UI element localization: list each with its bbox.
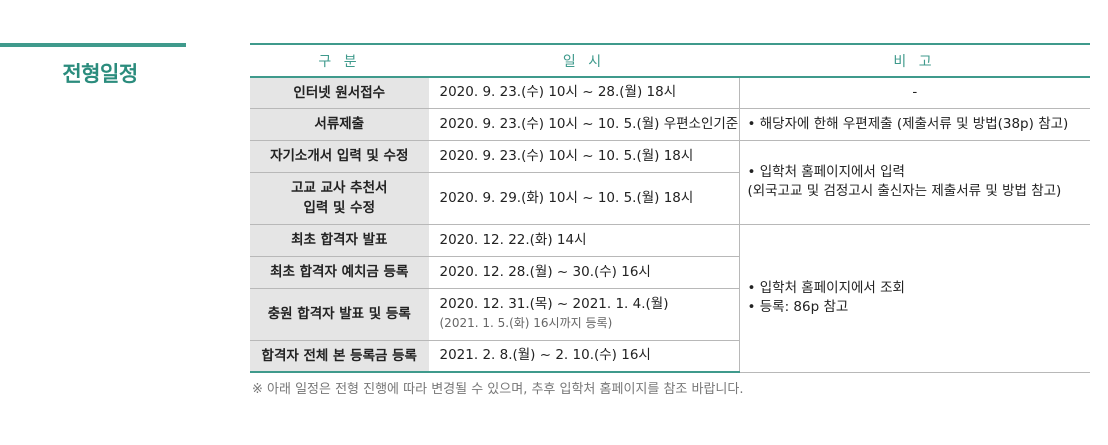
row-note: • 해당자에 한해 우편제출 (제출서류 및 방법(38p) 참고) [739, 108, 1090, 141]
note-line: • 등록: 86p 참고 [747, 299, 849, 315]
header-note: 비 고 [739, 43, 1090, 78]
table-row: 충원 합격자 발표 및 등록 2020. 12. 31.(목) ~ 2021. … [250, 288, 1090, 341]
row-date: 2020. 9. 23.(수) 10시 ~ 28.(월) 18시 [429, 77, 740, 109]
row-date: 2020. 12. 31.(목) ~ 2021. 1. 4.(월) (2021.… [429, 288, 740, 341]
row-date: 2020. 9. 23.(수) 10시 ~ 10. 5.(월) 18시 [429, 140, 740, 173]
row-date-sub: (2021. 1. 5.(화) 16시까지 등록) [439, 316, 613, 330]
section-title: 전형일정 [62, 62, 138, 86]
table-row: 최초 합격자 예치금 등록 2020. 12. 28.(월) ~ 30.(수) … [250, 256, 1090, 289]
table-header-row: 구 분 일 시 비 고 [250, 43, 1090, 78]
schedule-table: 구 분 일 시 비 고 인터넷 원서접수 2020. 9. 23.(수) 10시… [250, 43, 1090, 373]
table-row: 최초 합격자 발표 2020. 12. 22.(화) 14시 • 입학처 홈페이… [250, 224, 1090, 373]
row-date-main: 2020. 12. 31.(목) ~ 2021. 1. 4.(월) [439, 296, 669, 312]
row-note: • 입학처 홈페이지에서 조회 • 등록: 86p 참고 [739, 224, 1090, 373]
row-note: • 입학처 홈페이지에서 입력 (외국고교 및 검정고시 출신자는 제출서류 및… [739, 140, 1090, 225]
footnote: ※ 아래 일정은 전형 진행에 따라 변경될 수 있으며, 추후 입학처 홈페이… [252, 382, 744, 397]
table-row: 자기소개서 입력 및 수정 2020. 9. 23.(수) 10시 ~ 10. … [250, 140, 1090, 225]
row-note: - [739, 77, 1090, 109]
row-date: 2020. 9. 23.(수) 10시 ~ 10. 5.(월) 우편소인기준 [429, 108, 740, 141]
row-date: 2020. 12. 28.(월) ~ 30.(수) 16시 [429, 256, 740, 289]
row-label-line: 고교 교사 추천서 [291, 180, 388, 196]
row-label: 최초 합격자 발표 [250, 224, 430, 257]
table-row: 합격자 전체 본 등록금 등록 2021. 2. 8.(월) ~ 2. 10.(… [250, 340, 1090, 373]
header-date: 일 시 [429, 43, 739, 78]
row-date: 2021. 2. 8.(월) ~ 2. 10.(수) 16시 [429, 340, 740, 373]
table-row: 인터넷 원서접수 2020. 9. 23.(수) 10시 ~ 28.(월) 18… [250, 77, 1090, 109]
table-row: 서류제출 2020. 9. 23.(수) 10시 ~ 10. 5.(월) 우편소… [250, 108, 1090, 141]
row-label: 충원 합격자 발표 및 등록 [250, 288, 430, 341]
note-line: (외국고교 및 검정고시 출신자는 제출서류 및 방법 참고) [747, 183, 1062, 199]
row-label: 합격자 전체 본 등록금 등록 [250, 340, 430, 373]
row-date: 2020. 9. 29.(화) 10시 ~ 10. 5.(월) 18시 [429, 172, 740, 225]
table-row: 고교 교사 추천서 입력 및 수정 2020. 9. 29.(화) 10시 ~ … [250, 172, 1090, 225]
row-label: 고교 교사 추천서 입력 및 수정 [250, 172, 430, 225]
row-label: 인터넷 원서접수 [250, 77, 430, 109]
row-label-line: 입력 및 수정 [303, 200, 376, 216]
row-label: 자기소개서 입력 및 수정 [250, 140, 430, 173]
note-line: • 입학처 홈페이지에서 입력 [747, 164, 905, 180]
row-label: 최초 합격자 예치금 등록 [250, 256, 430, 289]
row-label: 서류제출 [250, 108, 430, 141]
note-line: • 입학처 홈페이지에서 조회 [747, 280, 905, 296]
header-gubun: 구 분 [250, 43, 429, 78]
section-accent-bar [0, 43, 186, 47]
row-date: 2020. 12. 22.(화) 14시 [429, 224, 740, 257]
